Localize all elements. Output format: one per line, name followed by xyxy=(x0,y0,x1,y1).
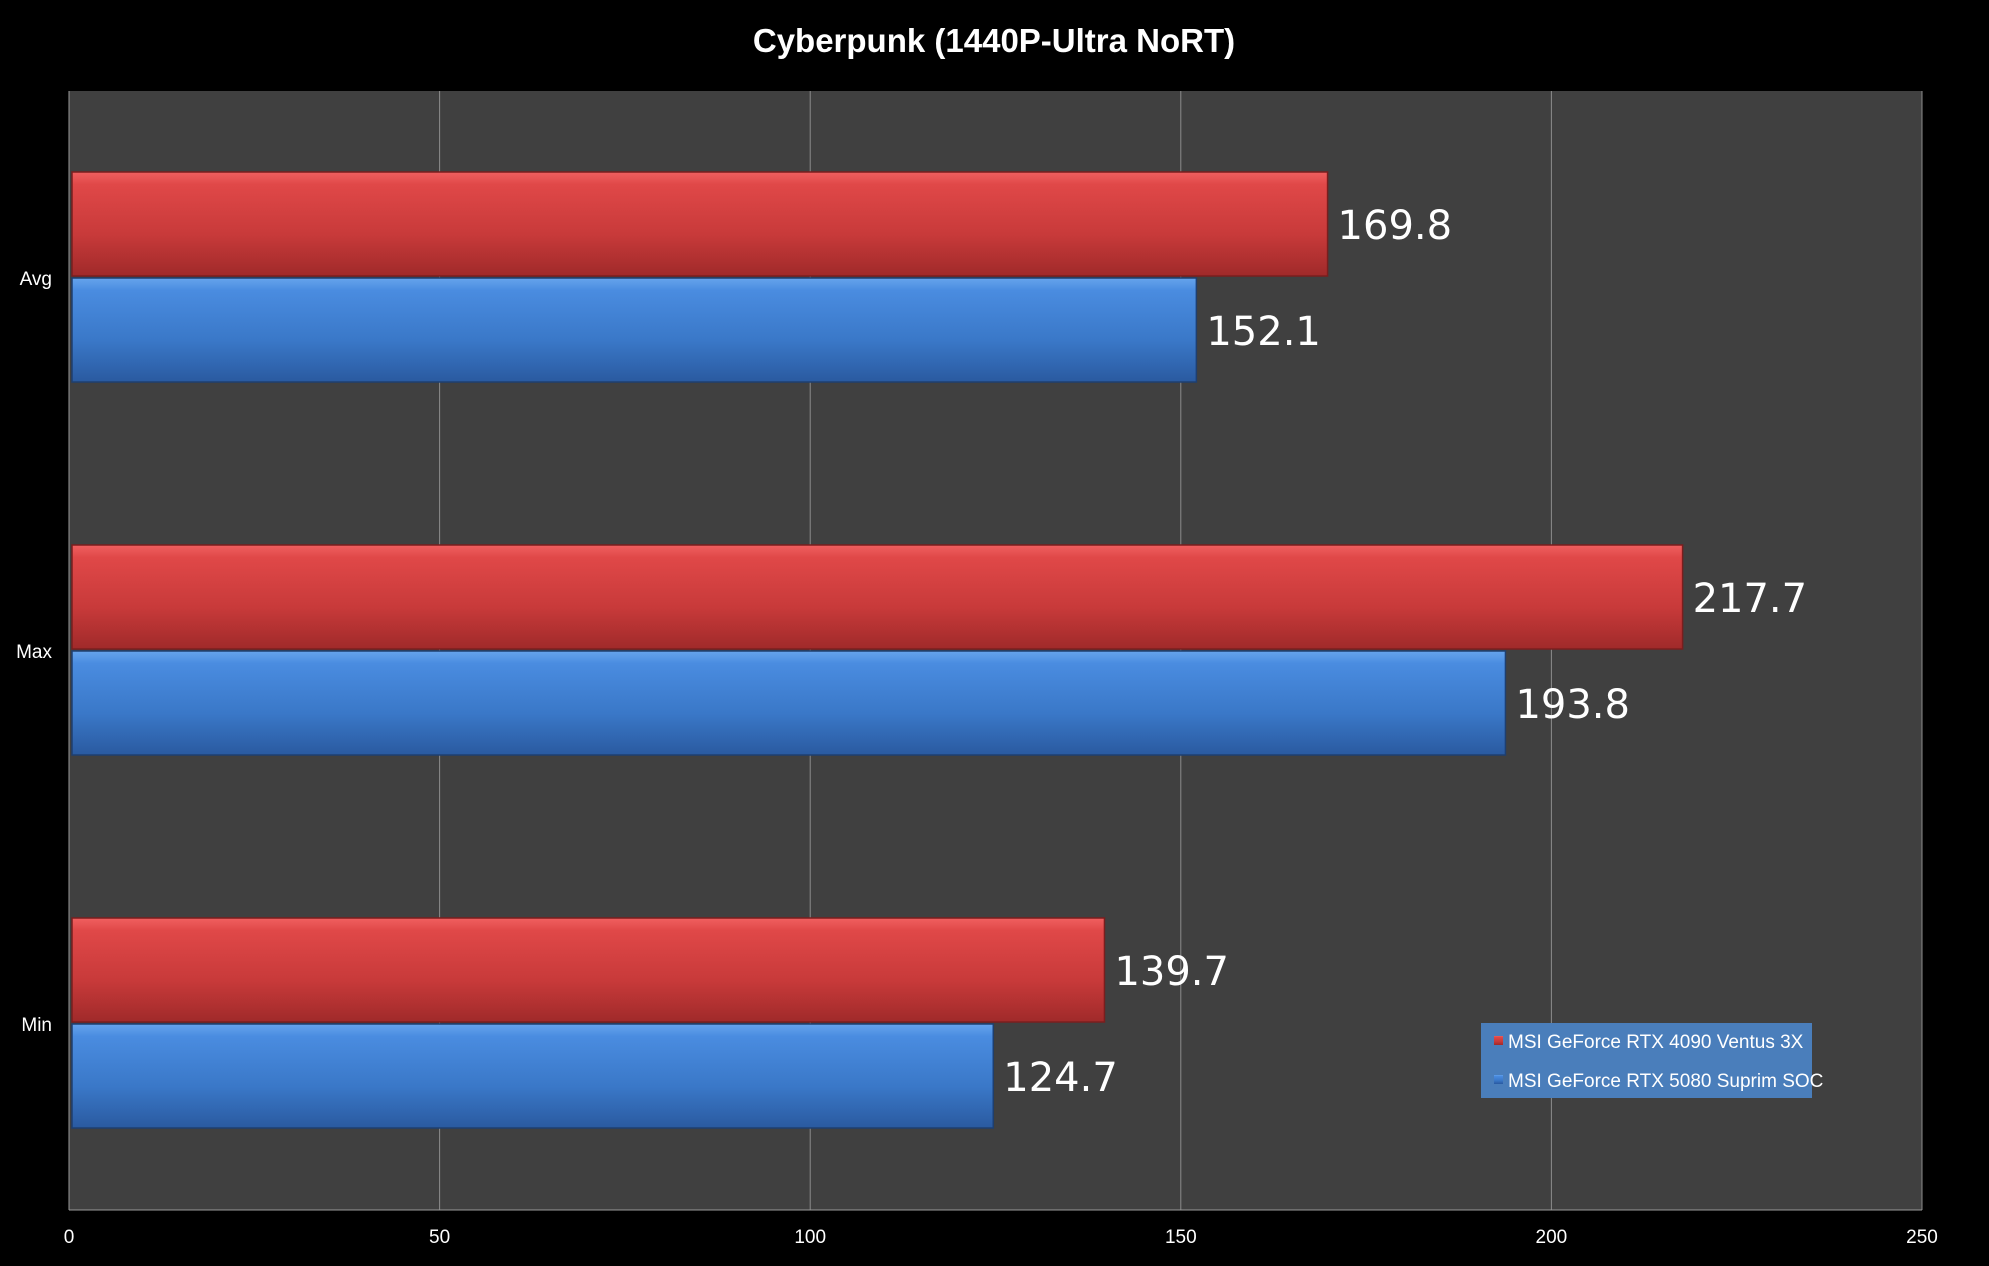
x-tick-label-0: 0 xyxy=(64,1227,75,1248)
data-labels: 169.8 152.1 217.7 193.8 139.7 124.7 xyxy=(1003,203,1807,1101)
value-label-avg-series-1: 152.1 xyxy=(1206,309,1321,355)
axes: 0 50 100 150 200 250 Avg Max Min xyxy=(16,91,1938,1248)
value-label-max-series-0: 217.7 xyxy=(1693,576,1808,622)
value-label-min-series-0: 139.7 xyxy=(1114,949,1229,995)
x-tick-label-250: 250 xyxy=(1906,1227,1938,1248)
bar-max-series-0 xyxy=(71,544,1684,650)
category-label-avg: Avg xyxy=(20,269,52,290)
category-label-min: Min xyxy=(21,1015,52,1036)
x-tick-label-200: 200 xyxy=(1536,1227,1568,1248)
bar-avg-series-0 xyxy=(71,171,1329,277)
legend-swatch-series-1 xyxy=(1494,1075,1503,1084)
value-label-avg-series-0: 169.8 xyxy=(1338,203,1453,249)
legend: MSI GeForce RTX 4090 Ventus 3X MSI GeFor… xyxy=(1481,1023,1823,1098)
legend-swatch-series-0 xyxy=(1494,1036,1503,1045)
x-tick-label-150: 150 xyxy=(1165,1227,1197,1248)
x-tick-label-100: 100 xyxy=(794,1227,826,1248)
chart-title: Cyberpunk (1440P-Ultra NoRT) xyxy=(753,22,1235,59)
x-tick-label-50: 50 xyxy=(429,1227,450,1248)
category-label-max: Max xyxy=(16,642,52,663)
bar-min-series-0 xyxy=(71,917,1106,1023)
bar-avg-series-1 xyxy=(71,277,1198,383)
bars xyxy=(71,171,1684,1129)
bar-max-series-1 xyxy=(71,650,1507,756)
legend-box xyxy=(1481,1023,1812,1098)
bar-min-series-1 xyxy=(71,1023,995,1129)
value-label-min-series-1: 124.7 xyxy=(1003,1055,1118,1101)
value-label-max-series-1: 193.8 xyxy=(1515,682,1630,728)
legend-label-series-0: MSI GeForce RTX 4090 Ventus 3X xyxy=(1508,1032,1804,1053)
legend-label-series-1: MSI GeForce RTX 5080 Suprim SOC xyxy=(1508,1071,1823,1092)
